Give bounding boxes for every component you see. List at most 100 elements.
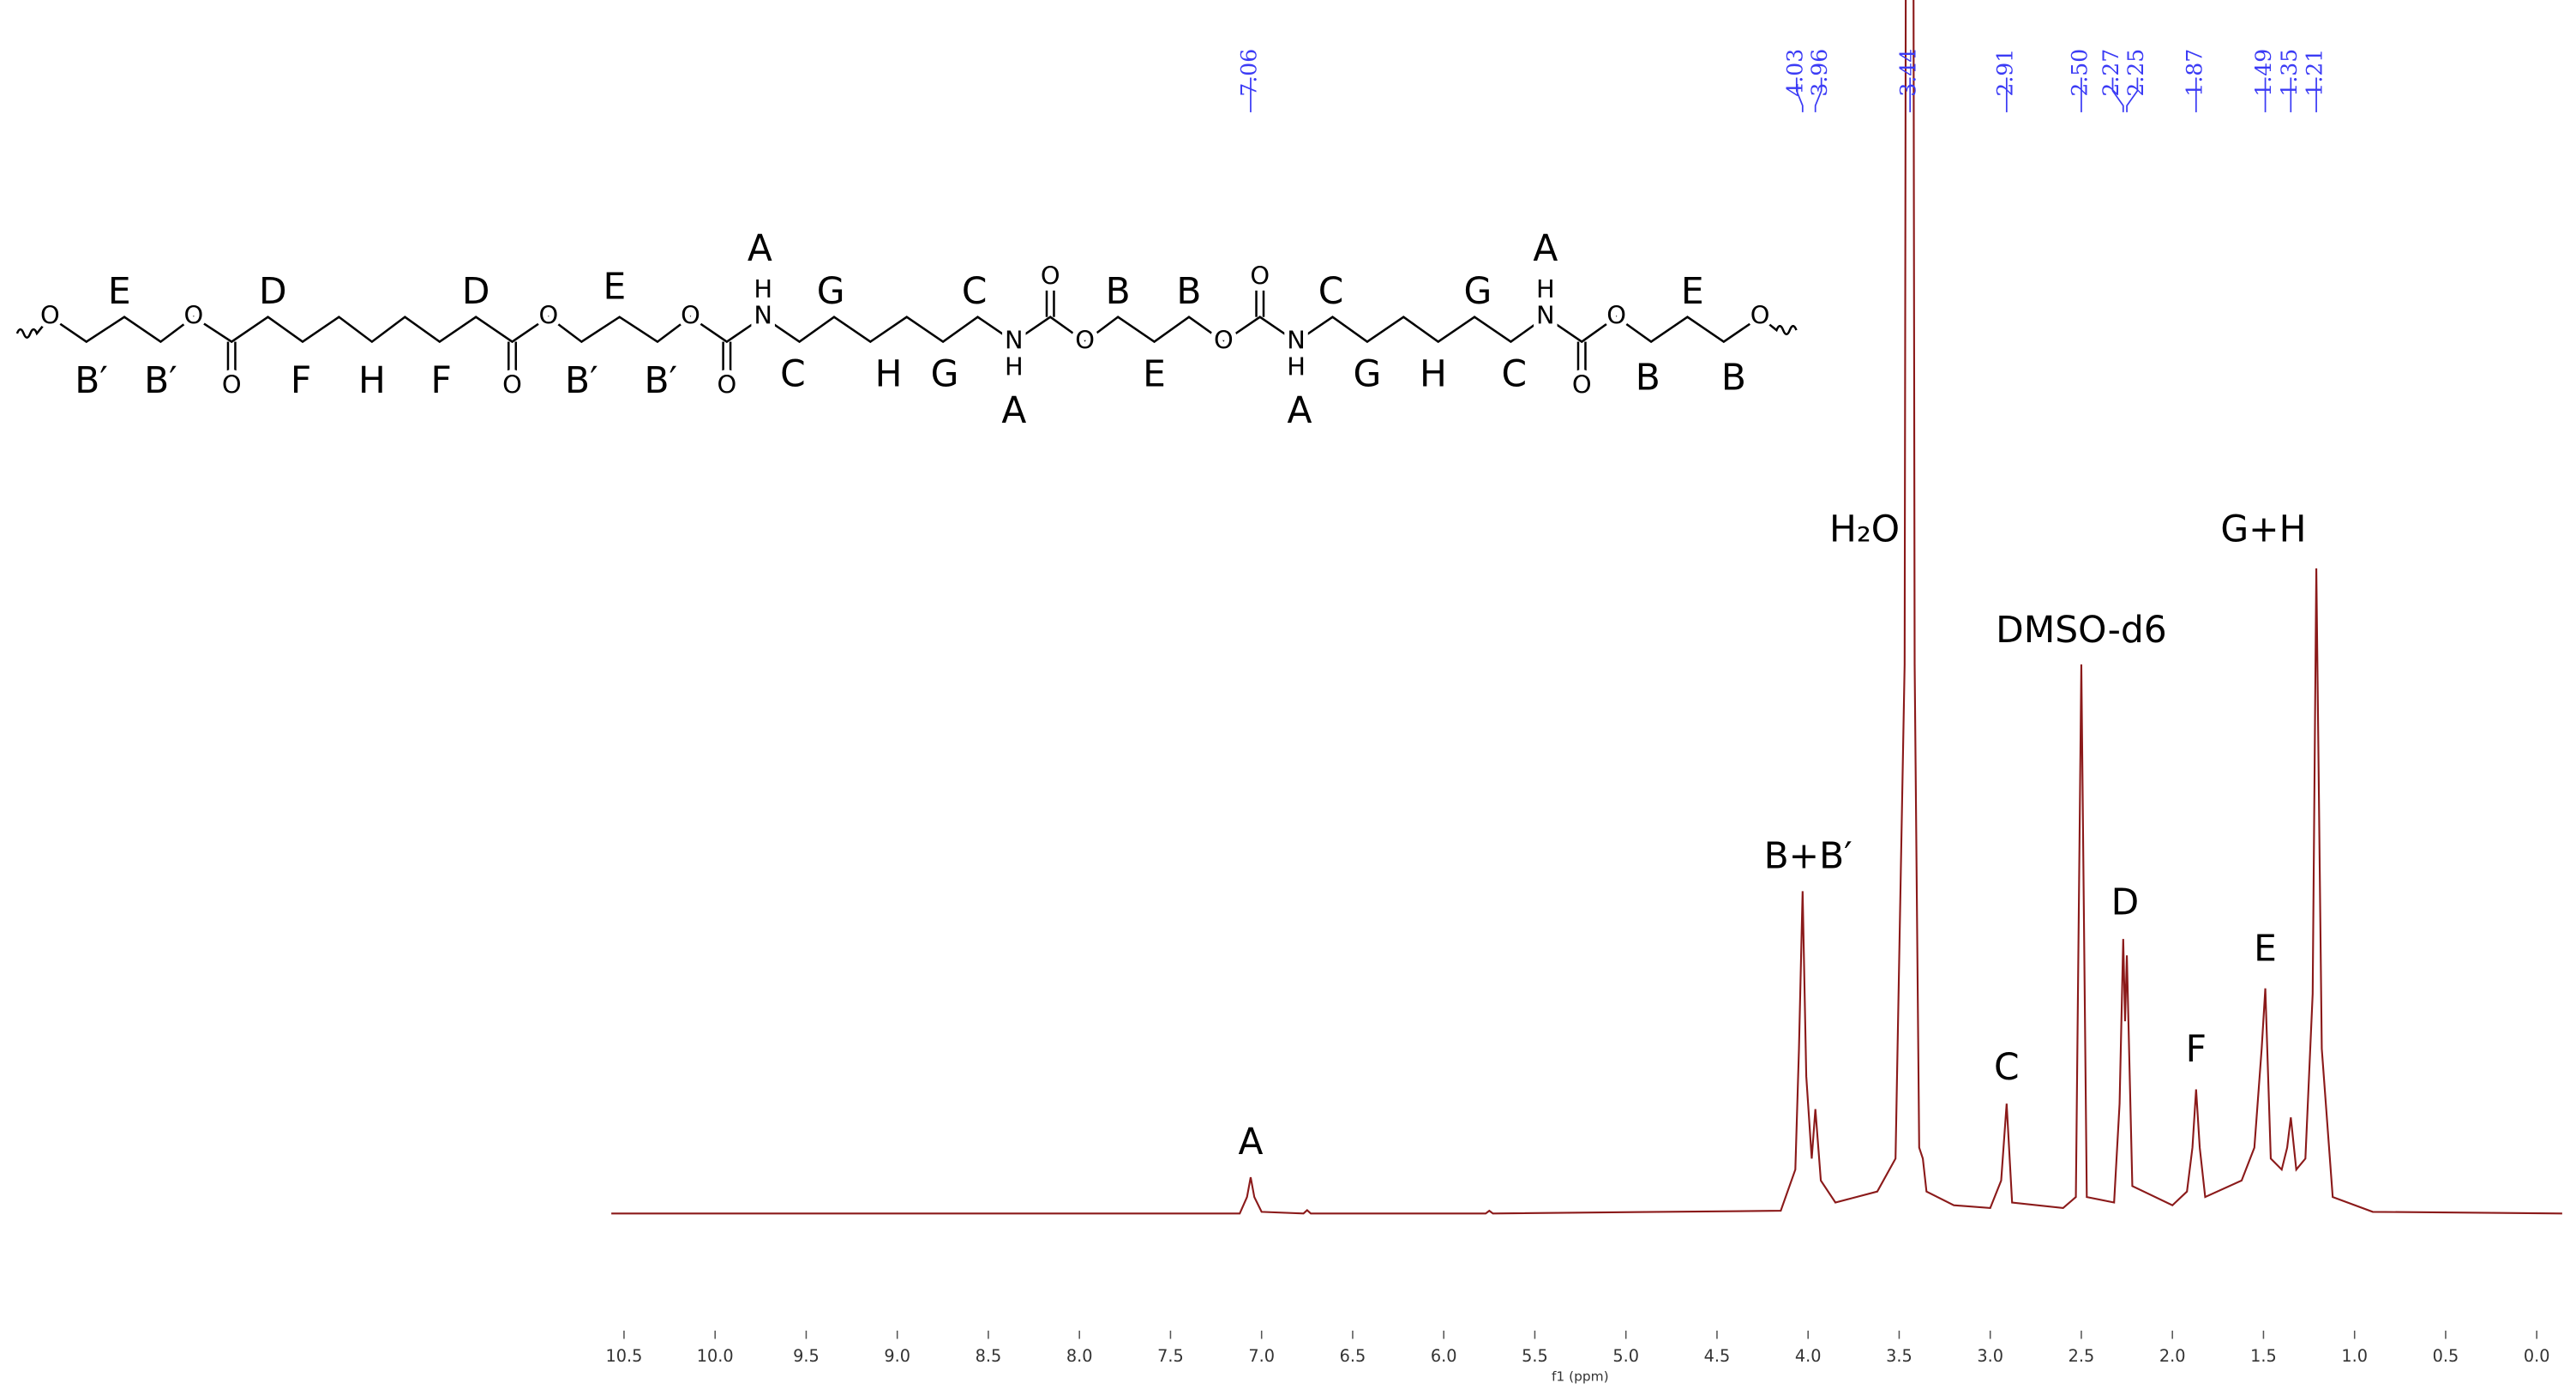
x-tick-label: 0.5 bbox=[2433, 1346, 2459, 1366]
peak-assignment: B+B′ bbox=[1764, 835, 1852, 877]
peak-pick-label: 2.25 bbox=[2123, 49, 2148, 97]
proton-label: C bbox=[780, 353, 806, 395]
proton-label: B bbox=[1721, 356, 1746, 398]
spectrum: 10.5 10.0 9.5 9.0 8.5 8.0 7.5 7.0 6.5 6.0 5.5 5.0 4.… bbox=[606, 0, 2562, 1366]
x-tick-label: 9.5 bbox=[793, 1346, 820, 1366]
peak-pick-label: 2.50 bbox=[2067, 49, 2092, 97]
proton-label: B′ bbox=[644, 359, 677, 401]
atom-label: O bbox=[502, 370, 522, 400]
proton-label: B bbox=[1176, 270, 1201, 312]
proton-label: F bbox=[291, 359, 311, 401]
proton-label: B′ bbox=[565, 359, 598, 401]
x-tick-label: 4.0 bbox=[1795, 1346, 1822, 1366]
atom-label: H bbox=[754, 274, 772, 304]
proton-label: F bbox=[431, 359, 452, 401]
x-tick-label: 3.0 bbox=[1977, 1346, 2003, 1366]
x-tick-label: 2.0 bbox=[2159, 1346, 2186, 1366]
bond-chain bbox=[49, 316, 1761, 344]
atom-label: O bbox=[1075, 326, 1095, 355]
peak-pick-label: 1.21 bbox=[2303, 49, 2327, 97]
x-tick-label: 6.5 bbox=[1340, 1346, 1366, 1366]
atom-label: N bbox=[754, 301, 772, 330]
proton-label: C bbox=[1501, 353, 1527, 395]
peak-pick-connector bbox=[1795, 77, 1804, 112]
proton-label: E bbox=[1681, 270, 1704, 312]
proton-label: H bbox=[358, 359, 386, 401]
peak-pick-label: 2.91 bbox=[1992, 49, 2017, 97]
atom-label: N bbox=[1005, 326, 1024, 355]
x-tick-label: 10.5 bbox=[606, 1346, 643, 1366]
x-axis-title: f1 (ppm) bbox=[1552, 1368, 1609, 1384]
x-tick-label: 7.5 bbox=[1157, 1346, 1184, 1366]
proton-label: C bbox=[962, 270, 988, 312]
x-tick-label: 5.0 bbox=[1612, 1346, 1639, 1366]
peak-assignment: A bbox=[1238, 1121, 1263, 1163]
peak-pick-label: 7.06 bbox=[1236, 49, 1261, 97]
atom-label: N bbox=[1536, 301, 1555, 330]
squiggle bbox=[15, 316, 51, 339]
peak-assignment: F bbox=[2186, 1028, 2207, 1070]
atom-label: O bbox=[1214, 326, 1234, 355]
atom-label: O bbox=[1606, 301, 1626, 330]
proton-label: B bbox=[1636, 356, 1660, 398]
proton-label: A bbox=[1533, 227, 1558, 269]
x-tick-label: 6.0 bbox=[1431, 1346, 1457, 1366]
x-tick-label: 1.5 bbox=[2250, 1346, 2277, 1366]
proton-label: H bbox=[875, 353, 903, 395]
peak-assignment: DMSO-d6 bbox=[1996, 609, 2167, 651]
x-tick-label: 4.5 bbox=[1704, 1346, 1731, 1366]
atom-label: O bbox=[1041, 261, 1060, 290]
proton-label: A bbox=[748, 227, 772, 269]
peak-pick-connector bbox=[1814, 77, 1822, 112]
proton-label: B bbox=[1106, 270, 1131, 312]
proton-label: G bbox=[1354, 353, 1382, 395]
atom-label: O bbox=[539, 301, 559, 330]
proton-label: E bbox=[108, 270, 131, 312]
proton-label: A bbox=[1001, 389, 1026, 431]
x-tick-label: 1.0 bbox=[2341, 1346, 2368, 1366]
atom-label: O bbox=[1572, 370, 1592, 400]
peak-pick-label: 3.44 bbox=[1896, 49, 1921, 97]
peak-pick-label: 1.49 bbox=[2251, 49, 2276, 97]
atom-label: O bbox=[717, 370, 736, 400]
proton-label: C bbox=[1318, 270, 1344, 312]
x-tick-label: 0.0 bbox=[2524, 1346, 2550, 1366]
proton-label: H bbox=[1420, 353, 1447, 395]
atom-label: N bbox=[1287, 326, 1306, 355]
proton-label: G bbox=[931, 353, 959, 395]
x-tick-label: 8.5 bbox=[976, 1346, 1002, 1366]
peak-pick-label: 4.03 bbox=[1782, 49, 1807, 97]
squiggle bbox=[1759, 316, 1798, 336]
atom-label: H bbox=[1005, 352, 1024, 381]
atom-label: H bbox=[1536, 274, 1555, 304]
spectrum-line bbox=[611, 0, 2562, 1215]
proton-label: D bbox=[462, 270, 490, 312]
peak-assignment: H₂O bbox=[1829, 508, 1900, 550]
peak-assignment: G+H bbox=[2220, 508, 2306, 550]
peak-assignment: C bbox=[1994, 1046, 2020, 1088]
atom-label: O bbox=[184, 301, 204, 330]
proton-label: A bbox=[1287, 389, 1312, 431]
proton-label: B′ bbox=[144, 359, 177, 401]
proton-label: E bbox=[603, 265, 627, 307]
atom-label: O bbox=[222, 370, 242, 400]
proton-label: E bbox=[1143, 353, 1166, 395]
atom-label: O bbox=[1250, 261, 1270, 290]
proton-label: G bbox=[1464, 270, 1492, 312]
peak-pick-label: 1.87 bbox=[2182, 49, 2207, 97]
peak-pick-label: 1.35 bbox=[2277, 49, 2302, 97]
atom-label: O bbox=[681, 301, 700, 330]
atom-label: H bbox=[1287, 352, 1306, 381]
x-tick-label: 9.0 bbox=[884, 1346, 910, 1366]
proton-label: D bbox=[259, 270, 287, 312]
peak-pick-connector bbox=[2126, 77, 2139, 112]
peak-pick-label: 3.96 bbox=[1807, 49, 1832, 97]
x-tick-label: 10.0 bbox=[697, 1346, 734, 1366]
x-tick-label: 7.0 bbox=[1248, 1346, 1275, 1366]
peak-pick-label: 2.27 bbox=[2099, 49, 2123, 97]
peak-pick-connector bbox=[2111, 77, 2124, 112]
x-tick-label: 2.5 bbox=[2069, 1346, 2095, 1366]
peak-assignment: D bbox=[2111, 881, 2140, 923]
